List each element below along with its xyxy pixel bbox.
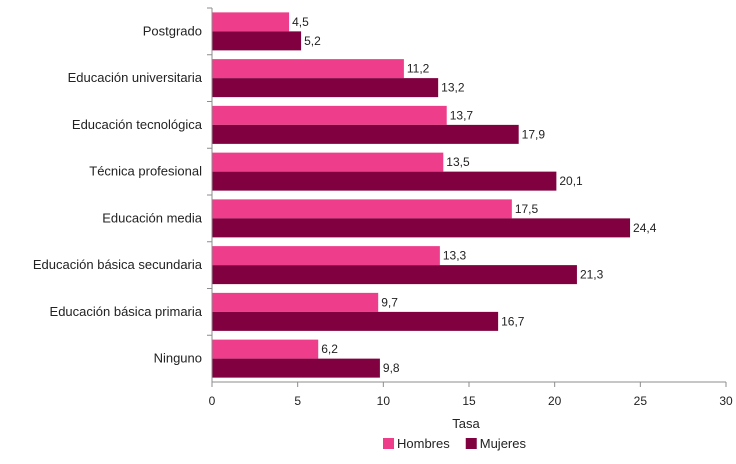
x-tick-label-6: 30 xyxy=(719,394,733,408)
value-label-hombres-3: 13,5 xyxy=(446,155,470,169)
value-label-mujeres-7: 9,8 xyxy=(383,361,400,375)
bar-mujeres-5 xyxy=(212,265,577,285)
bar-hombres-6 xyxy=(212,292,379,312)
bar-hombres-7 xyxy=(212,339,319,359)
value-label-hombres-2: 13,7 xyxy=(450,108,474,122)
legend-label-mujeres: Mujeres xyxy=(480,436,527,451)
value-labels-layer: 4,5 5,2 11,2 13,2 13,7 17,9 13,5 20,1 17,5 24,4 13… xyxy=(292,15,657,375)
value-label-hombres-7: 6,2 xyxy=(321,342,338,356)
value-label-mujeres-5: 21,3 xyxy=(580,268,604,282)
xtick-labels-layer: 0 5 10 15 20 25 30 xyxy=(209,394,733,408)
value-label-hombres-5: 13,3 xyxy=(443,249,467,263)
x-tick-label-0: 0 xyxy=(209,394,216,408)
value-label-hombres-6: 9,7 xyxy=(381,295,398,309)
bar-hombres-2 xyxy=(212,105,447,125)
value-label-hombres-0: 4,5 xyxy=(292,15,309,29)
category-label-0: Postgrado xyxy=(143,23,202,38)
bar-mujeres-6 xyxy=(212,311,499,331)
value-label-mujeres-2: 17,9 xyxy=(522,127,546,141)
value-label-mujeres-6: 16,7 xyxy=(501,314,525,328)
value-label-mujeres-4: 24,4 xyxy=(633,221,657,235)
bar-mujeres-1 xyxy=(212,78,439,98)
axes-layer xyxy=(207,7,727,387)
x-tick-label-5: 25 xyxy=(634,394,648,408)
bars-layer xyxy=(212,12,631,378)
value-label-hombres-1: 11,2 xyxy=(407,62,430,76)
category-label-6: Educación básica primaria xyxy=(50,304,203,319)
category-labels-layer: Postgrado Educación universitaria Educació… xyxy=(33,23,203,365)
category-label-3: Técnica profesional xyxy=(89,164,202,179)
value-label-mujeres-3: 20,1 xyxy=(559,174,583,188)
x-tick-label-1: 5 xyxy=(294,394,301,408)
bar-hombres-5 xyxy=(212,246,440,266)
category-label-2: Educación tecnológica xyxy=(72,117,203,132)
category-label-7: Ninguno xyxy=(154,351,202,366)
x-axis-title: Tasa xyxy=(452,416,480,431)
category-label-4: Educación media xyxy=(102,210,202,225)
bar-hombres-4 xyxy=(212,199,512,219)
legend-swatch-hombres xyxy=(383,438,394,449)
bar-hombres-0 xyxy=(212,12,290,32)
x-tick-label-4: 20 xyxy=(548,394,562,408)
category-label-5: Educación básica secundaria xyxy=(33,257,203,272)
category-label-1: Educación universitaria xyxy=(68,70,203,85)
bar-mujeres-4 xyxy=(212,218,631,238)
bar-mujeres-3 xyxy=(212,171,557,191)
bar-mujeres-7 xyxy=(212,358,380,378)
value-label-mujeres-1: 13,2 xyxy=(441,81,465,95)
x-tick-label-2: 10 xyxy=(377,394,391,408)
bar-hombres-3 xyxy=(212,152,444,172)
x-tick-label-3: 15 xyxy=(462,394,476,408)
legend-swatch-mujeres xyxy=(465,438,477,449)
bar-hombres-1 xyxy=(212,59,404,79)
legend: Hombres Mujeres xyxy=(383,436,526,451)
value-label-hombres-4: 17,5 xyxy=(515,202,539,216)
value-label-mujeres-0: 5,2 xyxy=(304,34,321,48)
legend-label-hombres: Hombres xyxy=(397,436,450,451)
bar-mujeres-0 xyxy=(212,31,302,51)
bar-mujeres-2 xyxy=(212,124,519,144)
